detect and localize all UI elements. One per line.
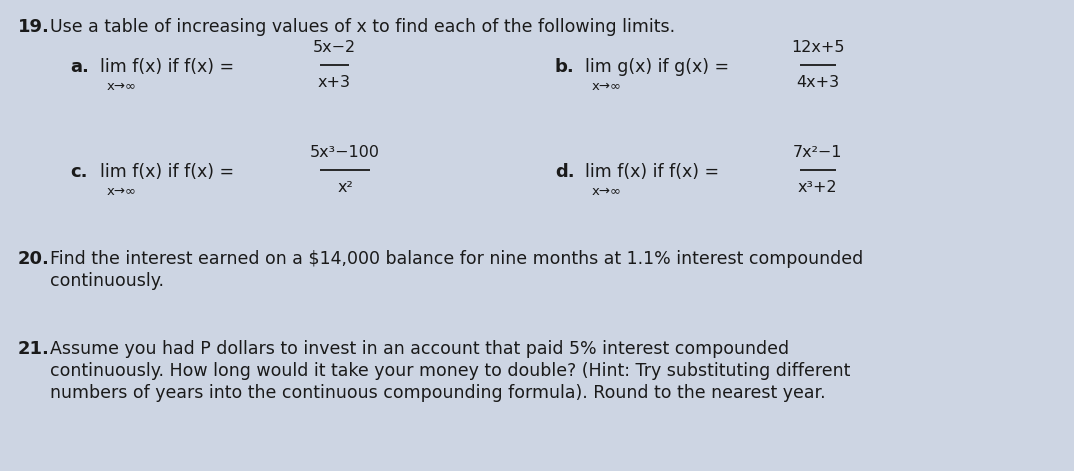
Text: continuously.: continuously. (50, 272, 164, 290)
Text: 21.: 21. (18, 340, 49, 358)
Text: c.: c. (70, 163, 87, 181)
Text: lim g(x) if g(x) =: lim g(x) if g(x) = (585, 58, 729, 76)
Text: Use a table of increasing values of x to find each of the following limits.: Use a table of increasing values of x to… (50, 18, 676, 36)
Text: lim f(x) if f(x) =: lim f(x) if f(x) = (585, 163, 720, 181)
Text: 4x+3: 4x+3 (796, 75, 840, 90)
Text: x²: x² (337, 180, 353, 195)
Text: 19.: 19. (18, 18, 49, 36)
Text: Find the interest earned on a $14,000 balance for nine months at 1.1% interest c: Find the interest earned on a $14,000 ba… (50, 250, 863, 268)
Text: x+3: x+3 (318, 75, 351, 90)
Text: 5x³−100: 5x³−100 (310, 145, 380, 160)
Text: lim f(x) if f(x) =: lim f(x) if f(x) = (100, 58, 234, 76)
Text: x→∞: x→∞ (592, 185, 622, 198)
Text: d.: d. (555, 163, 575, 181)
Text: x→∞: x→∞ (107, 80, 137, 93)
Text: 7x²−1: 7x²−1 (793, 145, 843, 160)
Text: x→∞: x→∞ (107, 185, 137, 198)
Text: 5x−2: 5x−2 (313, 40, 355, 55)
Text: 20.: 20. (18, 250, 49, 268)
Text: lim f(x) if f(x) =: lim f(x) if f(x) = (100, 163, 234, 181)
Text: continuously. How long would it take your money to double? (Hint: Try substituti: continuously. How long would it take you… (50, 362, 851, 380)
Text: 12x+5: 12x+5 (792, 40, 844, 55)
Text: b.: b. (555, 58, 575, 76)
Text: x³+2: x³+2 (798, 180, 838, 195)
Text: Assume you had P dollars to invest in an account that paid 5% interest compounde: Assume you had P dollars to invest in an… (50, 340, 789, 358)
Text: a.: a. (70, 58, 89, 76)
Text: x→∞: x→∞ (592, 80, 622, 93)
Text: numbers of years into the continuous compounding formula). Round to the nearest : numbers of years into the continuous com… (50, 384, 826, 402)
